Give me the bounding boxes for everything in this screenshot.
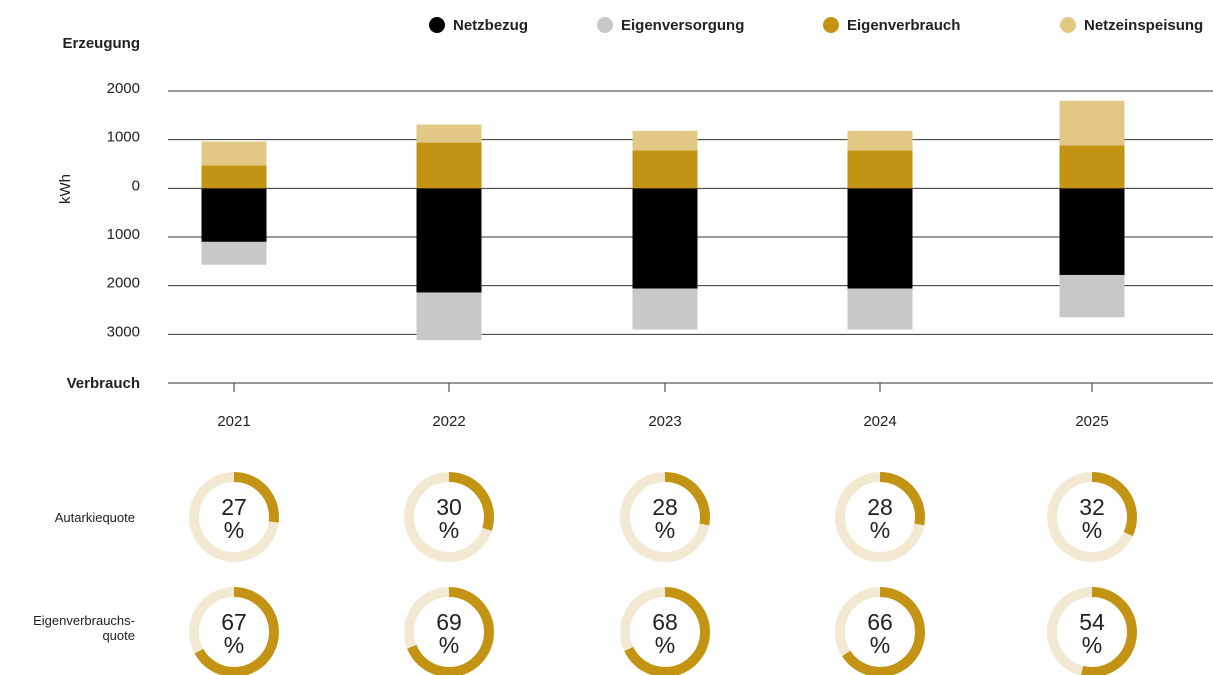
donut-value: 32 (1079, 494, 1105, 520)
donut-arc (835, 472, 925, 562)
donut-arc (189, 587, 279, 675)
donut-unit: % (655, 517, 675, 543)
donut-value: 68 (652, 609, 678, 635)
bar-segment (416, 124, 482, 143)
bar-segment (201, 188, 267, 242)
y-tick-label: 1000 (107, 226, 140, 243)
donut-arc (404, 587, 494, 675)
row-label: Autarkiequote (54, 510, 135, 525)
y-tick-label: 3000 (107, 323, 140, 340)
legend-label: Netzbezug (453, 17, 528, 34)
bar-segment (632, 150, 698, 189)
bar-segment (632, 130, 698, 151)
donut-arc (189, 472, 279, 562)
legend-swatch (597, 17, 613, 33)
donut-value: 28 (652, 494, 678, 520)
legend-label: Eigenverbrauch (847, 17, 960, 34)
bar-segment (1059, 145, 1125, 189)
bar-segment (847, 150, 913, 189)
x-tick-label: 2021 (217, 413, 250, 430)
x-tick-label: 2024 (863, 413, 896, 430)
bar-segment (416, 292, 482, 341)
donut-value: 69 (436, 609, 462, 635)
donut-unit: % (870, 517, 890, 543)
legend-label: Eigenversorgung (621, 17, 744, 34)
y-axis-label: kWh (57, 174, 74, 204)
legend-swatch (1060, 17, 1076, 33)
donut-value: 30 (436, 494, 462, 520)
bar-segment (201, 141, 267, 166)
donut-arc (835, 587, 925, 675)
x-tick-label: 2022 (432, 413, 465, 430)
donut-value: 27 (221, 494, 247, 520)
bar-segment (632, 188, 698, 289)
donut-arc (1047, 472, 1137, 562)
donut-arc (404, 472, 494, 562)
donut-unit: % (1082, 517, 1102, 543)
donut-unit: % (655, 632, 675, 658)
bar-segment (416, 188, 482, 293)
bar-segment (1059, 100, 1125, 146)
bar-segment (847, 188, 913, 289)
donut-value: 66 (867, 609, 893, 635)
bottom-label: Verbrauch (67, 375, 140, 392)
row-label: Eigenverbrauchs- quote (33, 612, 135, 643)
donut-value: 54 (1079, 609, 1105, 635)
donut-unit: % (224, 632, 244, 658)
donut-unit: % (870, 632, 890, 658)
y-tick-label: 2000 (107, 275, 140, 292)
bar-segment (1059, 188, 1125, 275)
bar-segment (1059, 274, 1125, 318)
bar-segment (201, 165, 267, 189)
y-tick-label: 0 (132, 177, 140, 194)
bar-segment (201, 241, 267, 265)
legend-swatch (429, 17, 445, 33)
bar-segment (847, 288, 913, 330)
donut-unit: % (439, 517, 459, 543)
y-tick-label: 2000 (107, 80, 140, 97)
x-tick-label: 2025 (1075, 413, 1108, 430)
donut-arc (620, 472, 710, 562)
donut-arc (620, 587, 710, 675)
donut-value: 67 (221, 609, 247, 635)
bar-segment (847, 130, 913, 151)
donut-value: 28 (867, 494, 893, 520)
donut-unit: % (439, 632, 459, 658)
bar-segment (632, 288, 698, 330)
donut-arc (1047, 587, 1137, 675)
legend-swatch (823, 17, 839, 33)
donut-unit: % (224, 517, 244, 543)
legend-label: Netzeinspeisung (1084, 17, 1203, 34)
bar-segment (416, 142, 482, 189)
y-tick-label: 1000 (107, 129, 140, 146)
top-label: Erzeugung (63, 35, 141, 52)
donut-unit: % (1082, 632, 1102, 658)
x-tick-label: 2023 (648, 413, 681, 430)
